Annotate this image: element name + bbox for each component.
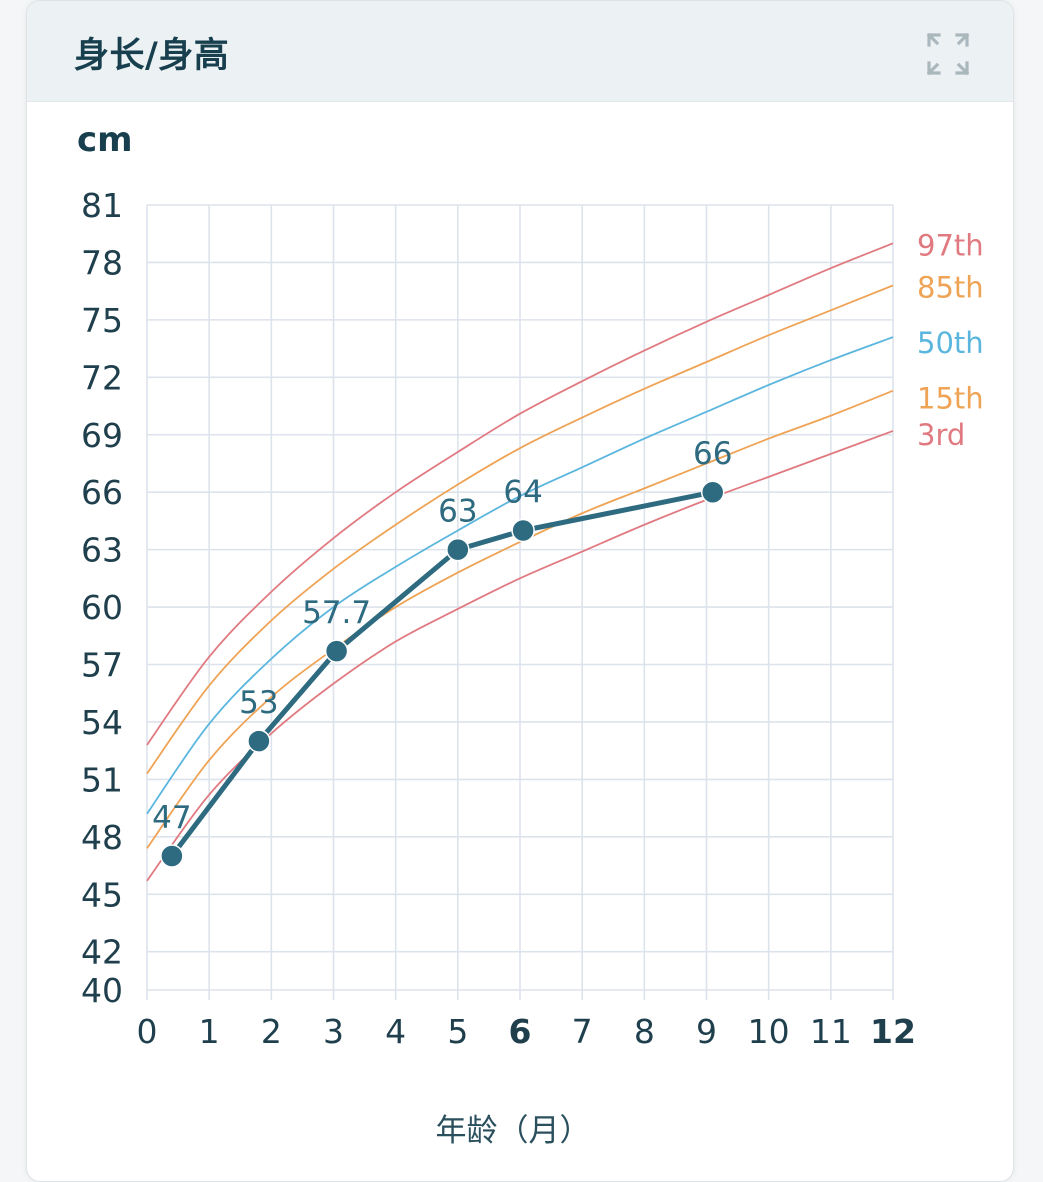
card-header: 身长/身高 [27,1,1013,102]
y-tick-label: 78 [81,243,123,282]
percentile-curve-85th [146,284,894,775]
data-point[interactable] [247,729,271,753]
measurement-line [169,489,714,858]
y-tick-label: 69 [81,416,123,455]
data-label: 66 [693,436,732,472]
x-tick-label: 5 [447,1012,468,1051]
percentile-curve-15th [146,389,894,849]
x-tick-label: 3 [323,1012,344,1051]
x-tick-label: 7 [572,1012,593,1051]
y-tick-label: 51 [81,760,123,799]
data-point[interactable] [324,639,349,663]
x-tick-label: 12 [870,1012,916,1051]
data-point[interactable] [160,844,184,868]
x-tick-label: 10 [748,1012,790,1051]
x-tick-label: 2 [261,1012,282,1051]
data-label: 57.7 [302,595,371,631]
x-tick-label: 8 [634,1012,655,1051]
growth-chart-card: 身长/身高 47 53 57.7 63 64 66 40 42 45 48 51 54 57 60 63 6… [26,0,1014,1182]
x-tick-label: 0 [137,1012,158,1051]
data-point[interactable] [700,480,725,504]
card-title: 身长/身高 [74,36,230,76]
legend-label-85th: 85th [917,270,984,304]
x-tick-label: 9 [696,1012,717,1051]
y-tick-label: 75 [81,301,123,340]
legend-label-15th: 15th [917,382,984,416]
y-tick-label: 81 [81,186,123,225]
legend-label-3rd: 3rd [917,418,965,452]
y-tick-label: 42 [81,933,123,972]
y-tick-label: 72 [81,358,123,397]
data-point[interactable] [511,518,535,543]
percentile-curve-50th [146,336,894,815]
x-tick-label: 6 [509,1012,532,1051]
x-axis-title: 年龄（月） [436,1113,591,1149]
legend-label-50th: 50th [917,326,984,360]
data-label: 63 [438,494,477,530]
legend-label-97th: 97th [917,228,984,262]
data-point[interactable] [446,537,470,562]
data-label: 64 [503,474,542,510]
y-tick-label: 45 [81,875,123,914]
percentile-curve-97th [146,242,894,746]
y-tick-label: 66 [81,473,123,512]
y-tick-label: 54 [81,703,123,742]
expand-icon[interactable] [925,31,971,77]
x-tick-label: 1 [199,1012,220,1051]
y-axis-title: cm [77,120,133,160]
y-tick-label: 48 [81,818,123,857]
y-tick-label: 63 [81,531,123,570]
x-tick-label: 11 [810,1012,852,1051]
y-tick-label: 60 [81,588,123,627]
data-label: 53 [239,685,278,721]
x-tick-label: 4 [385,1012,406,1051]
grid [146,204,894,1000]
measurement-series: 47 53 57.7 63 64 66 [152,436,732,868]
y-tick-label: 57 [81,646,123,685]
y-tick-label: 40 [81,971,123,1010]
data-label: 47 [152,800,191,836]
